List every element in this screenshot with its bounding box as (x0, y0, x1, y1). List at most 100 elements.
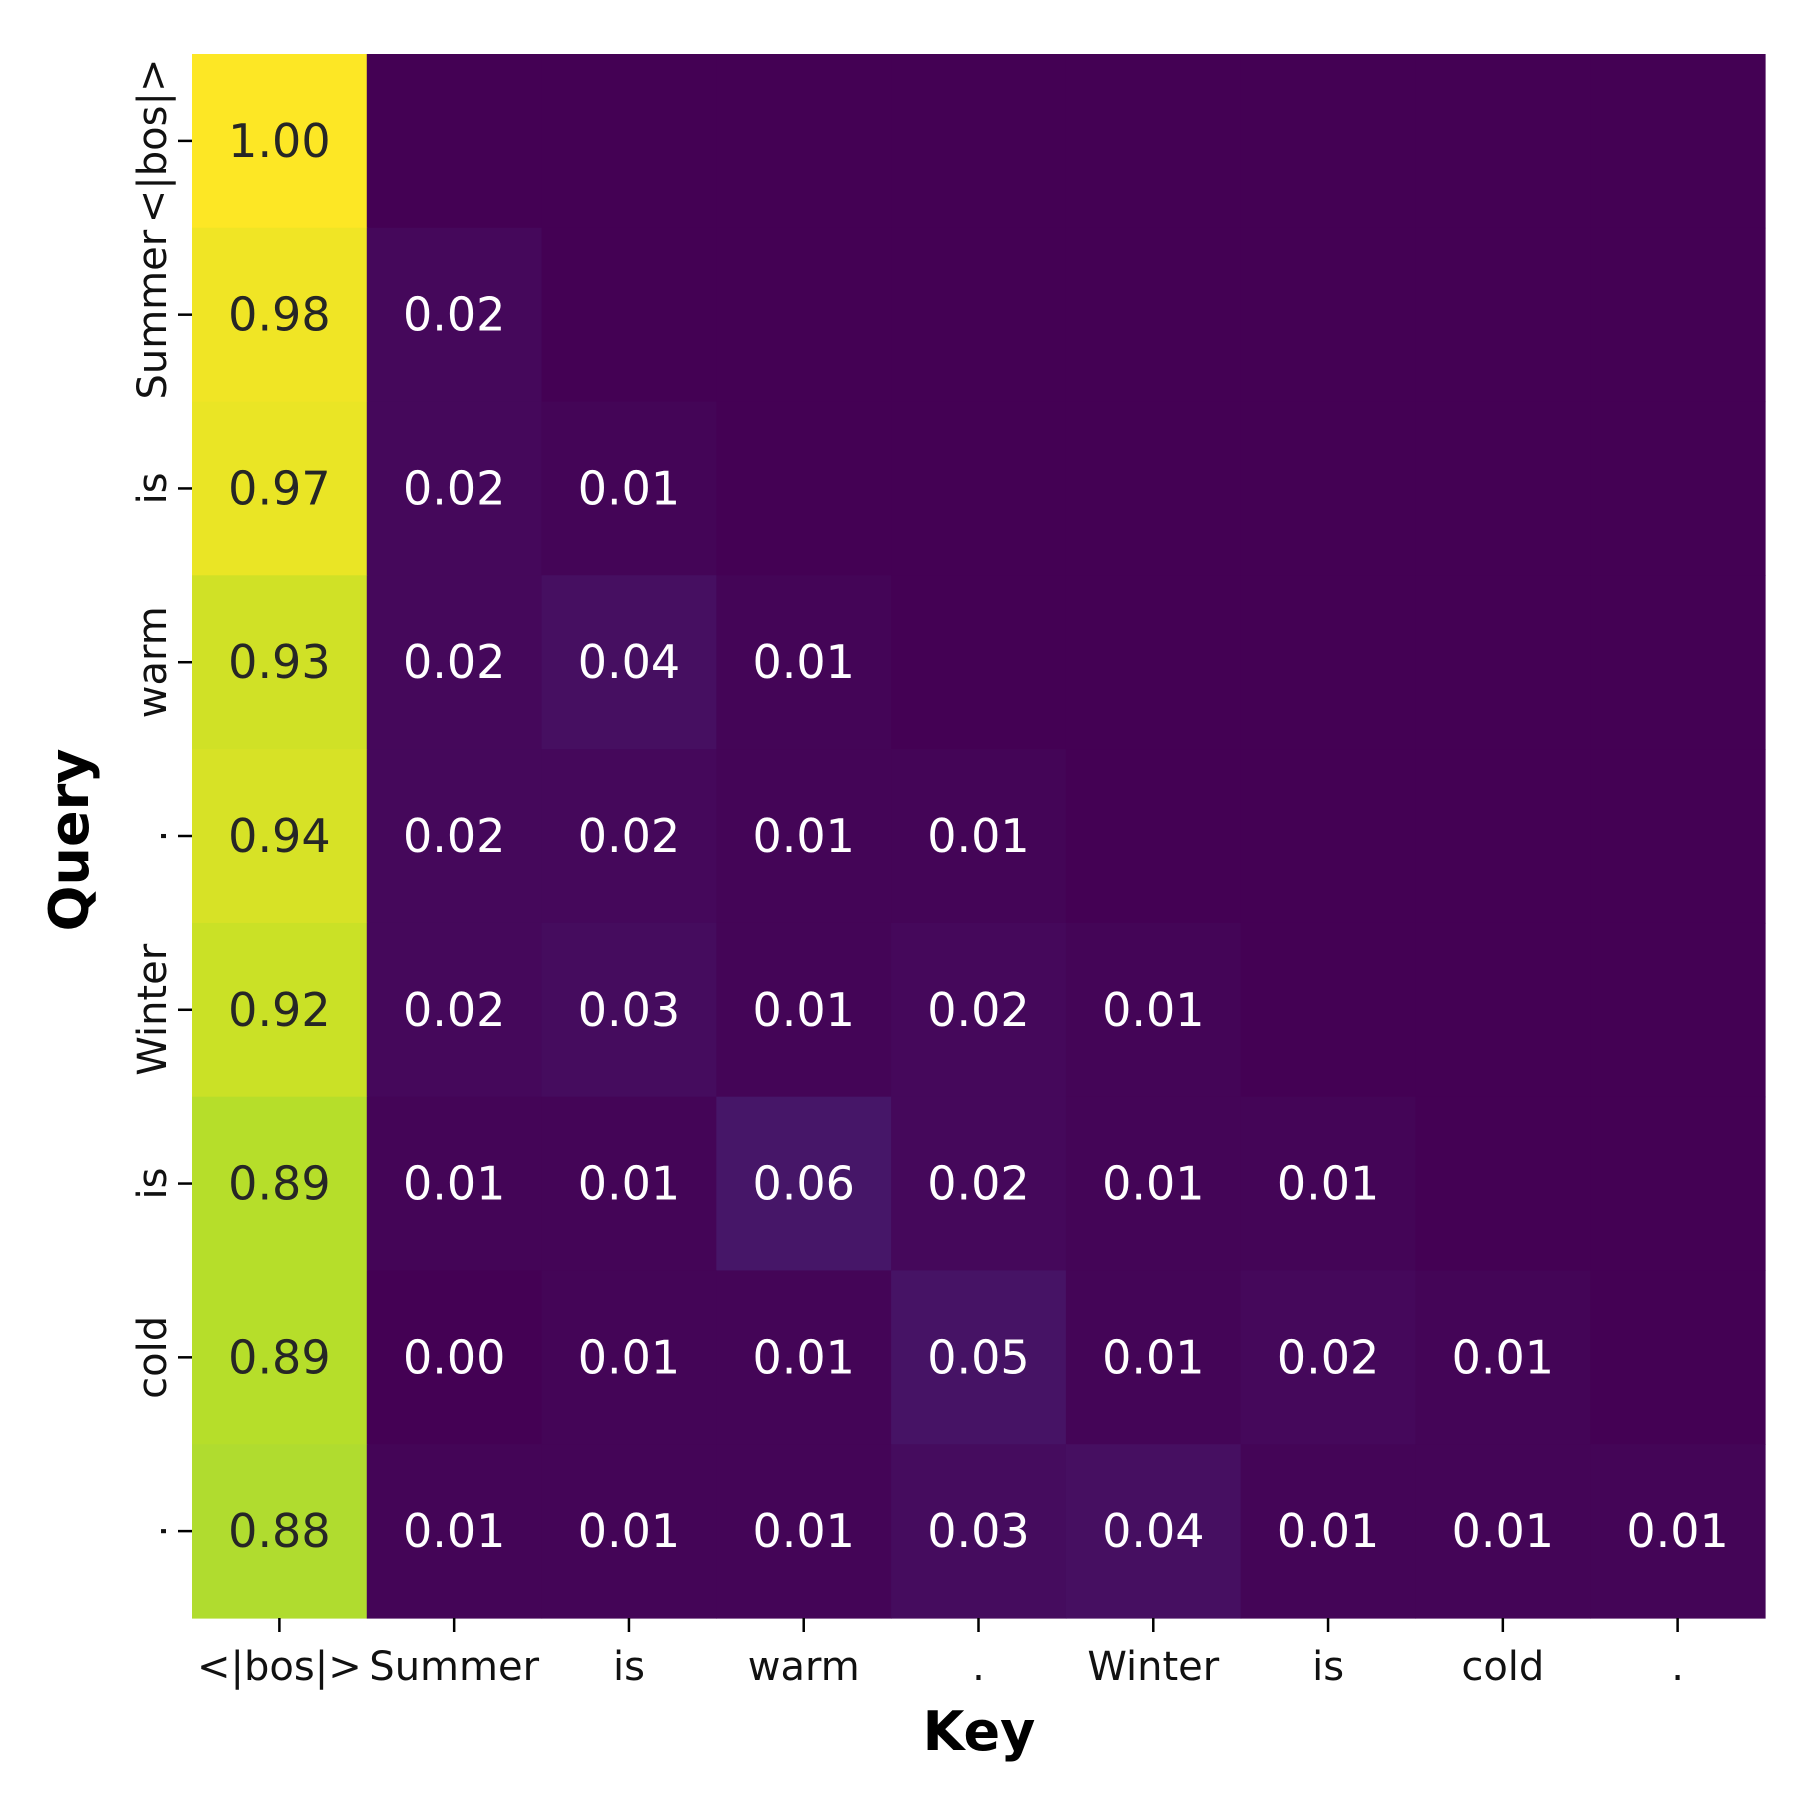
cell-label-r1-c1: 0.02 (403, 288, 505, 342)
heatmap-cell-r8-c3 (716, 1444, 892, 1619)
heatmap-cell-r6-c6 (1240, 1096, 1417, 1272)
x-tick-label-1: Summer (369, 1644, 539, 1690)
heatmap-cell-r3-c5 (1065, 575, 1242, 750)
heatmap-cell-r5-c5 (1065, 922, 1242, 1098)
cell-label-r3-c3: 0.01 (753, 635, 855, 689)
cell-label-r8-c6: 0.01 (1277, 1504, 1379, 1558)
y-tick-label-5: Winter (130, 943, 176, 1075)
heatmap-cell-r4-c1 (366, 749, 543, 924)
heatmap-cell-r5-c4 (891, 922, 1067, 1098)
cell-label-r2-c0: 0.97 (228, 461, 330, 515)
cell-label-r4-c2: 0.02 (578, 809, 680, 863)
y-tick-label-8: . (130, 1525, 176, 1538)
heatmap-cell-r3-c0 (192, 575, 368, 750)
cell-label-r6-c3: 0.06 (753, 1157, 855, 1211)
heatmap-cell-r6-c8 (1590, 1096, 1766, 1272)
heatmap-cell-r8-c2 (541, 1444, 717, 1619)
cell-label-r6-c2: 0.01 (578, 1157, 680, 1211)
heatmap-cell-r5-c7 (1415, 922, 1591, 1098)
heatmap-cell-r7-c1 (366, 1270, 543, 1445)
cell-label-r5-c4: 0.02 (927, 983, 1029, 1037)
heatmap-cell-r0-c1 (366, 54, 543, 229)
heatmap-cell-r2-c8 (1590, 401, 1766, 576)
heatmap-cell-r1-c2 (541, 227, 717, 403)
cell-label-r7-c4: 0.05 (927, 1330, 1029, 1384)
heatmap-cell-r0-c3 (716, 54, 892, 229)
heatmap-cell-r4-c3 (716, 749, 892, 924)
x-tick-label-3: warm (748, 1644, 860, 1690)
heatmap-cell-r1-c1 (366, 227, 543, 403)
x-axis-ticks: <|bos|> Summer is warm. Winter is cold. (197, 1618, 1684, 1690)
heatmap-cell-r4-c6 (1240, 749, 1417, 924)
heatmap-cell-r0-c6 (1240, 54, 1417, 229)
cell-label-r7-c3: 0.01 (753, 1330, 855, 1384)
heatmap-cell-r6-c3 (716, 1096, 892, 1272)
heatmap-cell-r4-c2 (541, 749, 717, 924)
cell-label-r6-c0: 0.89 (228, 1157, 330, 1211)
heatmap-cell-r4-c7 (1415, 749, 1591, 924)
heatmap-cell-r8-c4 (891, 1444, 1067, 1619)
heatmap-cell-r2-c5 (1065, 401, 1242, 576)
y-axis-ticks: <|bos|> Summer is warm. Winter is cold. (130, 59, 192, 1538)
heatmap-cell-r0-c2 (541, 54, 717, 229)
cell-label-r5-c5: 0.01 (1102, 983, 1204, 1037)
x-tick-label-8: . (1671, 1644, 1684, 1690)
heatmap-cell-r1-c6 (1240, 227, 1417, 403)
heatmap-cell-r0-c7 (1415, 54, 1591, 229)
cell-label-r7-c2: 0.01 (578, 1330, 680, 1384)
cell-label-r5-c0: 0.92 (228, 983, 330, 1037)
heatmap-cell-r8-c5 (1065, 1444, 1242, 1619)
cell-label-r3-c2: 0.04 (578, 635, 680, 689)
heatmap-cell-r2-c1 (366, 401, 543, 576)
heatmap-cell-r7-c6 (1240, 1270, 1417, 1445)
heatmap-cell-r3-c1 (366, 575, 543, 750)
heatmap-cell-r7-c3 (716, 1270, 892, 1445)
heatmap-cell-r3-c2 (541, 575, 717, 750)
x-tick-label-7: cold (1461, 1644, 1544, 1690)
y-tick-label-0: <|bos|> (130, 59, 176, 224)
cell-label-r8-c5: 0.04 (1102, 1504, 1204, 1558)
cell-label-r7-c0: 0.89 (228, 1330, 330, 1384)
heatmap-cell-r5-c8 (1590, 922, 1766, 1098)
heatmap-cell-r1-c4 (891, 227, 1067, 403)
heatmap-cell-r7-c0 (192, 1270, 368, 1445)
x-tick-label-0: <|bos|> (197, 1644, 362, 1690)
cell-label-r7-c5: 0.01 (1102, 1330, 1204, 1384)
heatmap-cell-r3-c8 (1590, 575, 1766, 750)
cell-label-r5-c3: 0.01 (753, 983, 855, 1037)
heatmap-cell-r2-c2 (541, 401, 717, 576)
heatmap-cell-r1-c8 (1590, 227, 1766, 403)
heatmap-cell-r8-c8 (1590, 1444, 1766, 1619)
heatmap-cell-r5-c2 (541, 922, 717, 1098)
heatmap-cell-r1-c0 (192, 227, 368, 403)
cell-label-r3-c1: 0.02 (403, 635, 505, 689)
heatmap-cell-r7-c7 (1415, 1270, 1591, 1445)
heatmap-cell-r0-c8 (1590, 54, 1766, 229)
x-tick-label-5: Winter (1087, 1644, 1219, 1690)
heatmap-cell-r4-c4 (891, 749, 1067, 924)
heatmap-cell-r3-c3 (716, 575, 892, 750)
heatmap-cell-r7-c5 (1065, 1270, 1242, 1445)
cell-label-r5-c2: 0.03 (578, 983, 680, 1037)
cell-label-r6-c6: 0.01 (1277, 1157, 1379, 1211)
cell-label-r8-c2: 0.01 (578, 1504, 680, 1558)
heatmap-cell-r6-c0 (192, 1096, 368, 1272)
cell-label-r8-c0: 0.88 (228, 1504, 330, 1558)
heatmap-cell-r2-c4 (891, 401, 1067, 576)
heatmap-cell-r6-c4 (891, 1096, 1067, 1272)
heatmap-cell-r8-c1 (366, 1444, 543, 1619)
cell-label-r7-c1: 0.00 (403, 1330, 505, 1384)
cell-label-r8-c4: 0.03 (927, 1504, 1029, 1558)
cell-label-r8-c1: 0.01 (403, 1504, 505, 1558)
cell-label-r6-c5: 0.01 (1102, 1157, 1204, 1211)
heatmap-cell-r4-c0 (192, 749, 368, 924)
cell-label-r6-c1: 0.01 (403, 1157, 505, 1211)
heatmap-cell-r8-c0 (192, 1444, 368, 1619)
x-tick-label-2: is (613, 1644, 645, 1690)
y-tick-label-2: is (130, 472, 176, 504)
heatmap-cell-r6-c7 (1415, 1096, 1591, 1272)
heatmap-cell-r3-c4 (891, 575, 1067, 750)
heatmap-cell-r5-c6 (1240, 922, 1417, 1098)
heatmap-cell-r6-c5 (1065, 1096, 1242, 1272)
